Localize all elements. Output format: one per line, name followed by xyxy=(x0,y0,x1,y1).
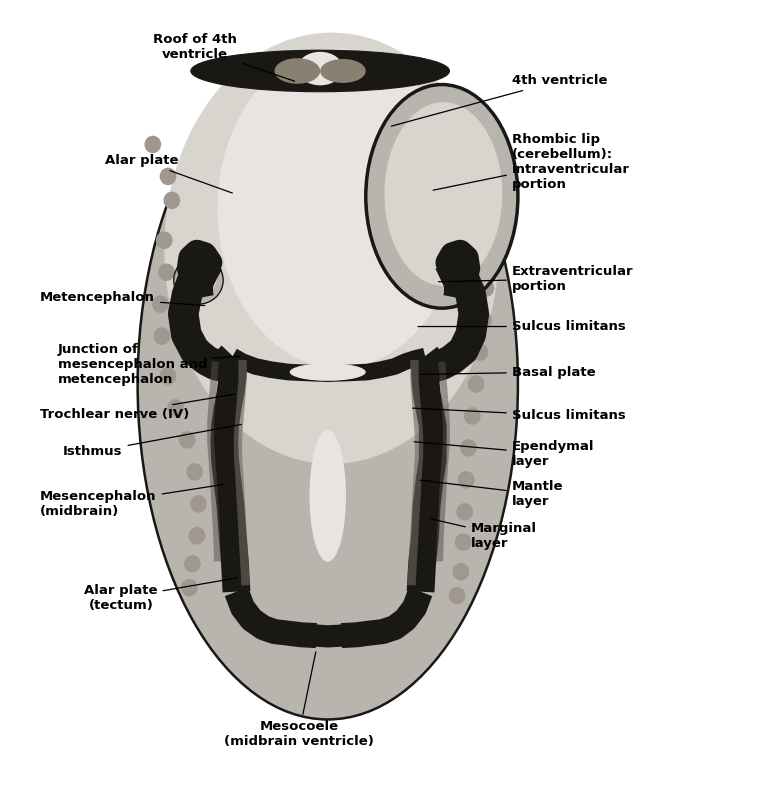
Ellipse shape xyxy=(138,49,518,719)
Ellipse shape xyxy=(156,231,172,249)
Ellipse shape xyxy=(168,399,184,417)
Ellipse shape xyxy=(180,262,216,295)
Ellipse shape xyxy=(152,295,169,313)
Text: Mantle
layer: Mantle layer xyxy=(421,480,563,508)
Ellipse shape xyxy=(190,495,207,513)
Ellipse shape xyxy=(184,555,200,573)
Text: Rhombic lip
(cerebellum):
intraventricular
portion: Rhombic lip (cerebellum): intraventricul… xyxy=(433,133,630,191)
Ellipse shape xyxy=(274,58,320,84)
Ellipse shape xyxy=(158,263,174,281)
Ellipse shape xyxy=(217,49,461,368)
Ellipse shape xyxy=(165,33,499,464)
Ellipse shape xyxy=(481,183,498,201)
Ellipse shape xyxy=(290,363,366,381)
Ellipse shape xyxy=(320,59,366,83)
Ellipse shape xyxy=(366,85,518,308)
Ellipse shape xyxy=(188,527,205,545)
Text: Alar plate
(tectum): Alar plate (tectum) xyxy=(84,578,238,612)
Text: Isthmus: Isthmus xyxy=(63,425,242,458)
Ellipse shape xyxy=(164,191,180,209)
Ellipse shape xyxy=(478,215,495,233)
Text: Sulcus limitans: Sulcus limitans xyxy=(413,408,626,422)
Ellipse shape xyxy=(297,52,343,86)
Text: Ependymal
layer: Ependymal layer xyxy=(415,440,594,468)
Ellipse shape xyxy=(154,327,171,345)
Ellipse shape xyxy=(160,168,176,185)
Text: Mesocoele
(midbrain ventricle): Mesocoele (midbrain ventricle) xyxy=(224,652,374,748)
Ellipse shape xyxy=(472,343,488,361)
Ellipse shape xyxy=(456,503,473,521)
Ellipse shape xyxy=(475,311,492,329)
Ellipse shape xyxy=(384,102,502,286)
Ellipse shape xyxy=(174,256,223,304)
Text: Basal plate: Basal plate xyxy=(421,366,595,378)
Ellipse shape xyxy=(453,563,469,581)
Ellipse shape xyxy=(475,247,492,265)
Ellipse shape xyxy=(455,534,472,551)
Text: Extraventricular
portion: Extraventricular portion xyxy=(439,265,633,293)
Ellipse shape xyxy=(160,367,176,385)
Ellipse shape xyxy=(145,136,162,154)
Ellipse shape xyxy=(479,152,496,170)
Text: Alar plate: Alar plate xyxy=(104,154,232,193)
Text: Roof of 4th
ventricle: Roof of 4th ventricle xyxy=(152,33,295,82)
Ellipse shape xyxy=(478,279,495,297)
Ellipse shape xyxy=(309,430,346,562)
Text: Mesencephalon
(midbrain): Mesencephalon (midbrain) xyxy=(40,484,225,518)
Ellipse shape xyxy=(464,407,481,425)
Ellipse shape xyxy=(449,587,466,605)
Ellipse shape xyxy=(190,50,450,92)
Ellipse shape xyxy=(178,431,195,449)
Text: 4th ventricle: 4th ventricle xyxy=(391,74,607,126)
Ellipse shape xyxy=(460,439,477,457)
Ellipse shape xyxy=(181,579,197,597)
Ellipse shape xyxy=(458,471,475,489)
Text: Junction of
mesencephalon and
metencephalon: Junction of mesencephalon and metencepha… xyxy=(58,342,240,386)
Text: Marginal
layer: Marginal layer xyxy=(431,519,536,550)
Text: Trochlear nerve (IV): Trochlear nerve (IV) xyxy=(40,394,235,421)
Text: Metencephalon: Metencephalon xyxy=(40,291,205,306)
Ellipse shape xyxy=(186,463,203,481)
Ellipse shape xyxy=(468,375,485,393)
Text: Sulcus limitans: Sulcus limitans xyxy=(418,320,626,333)
